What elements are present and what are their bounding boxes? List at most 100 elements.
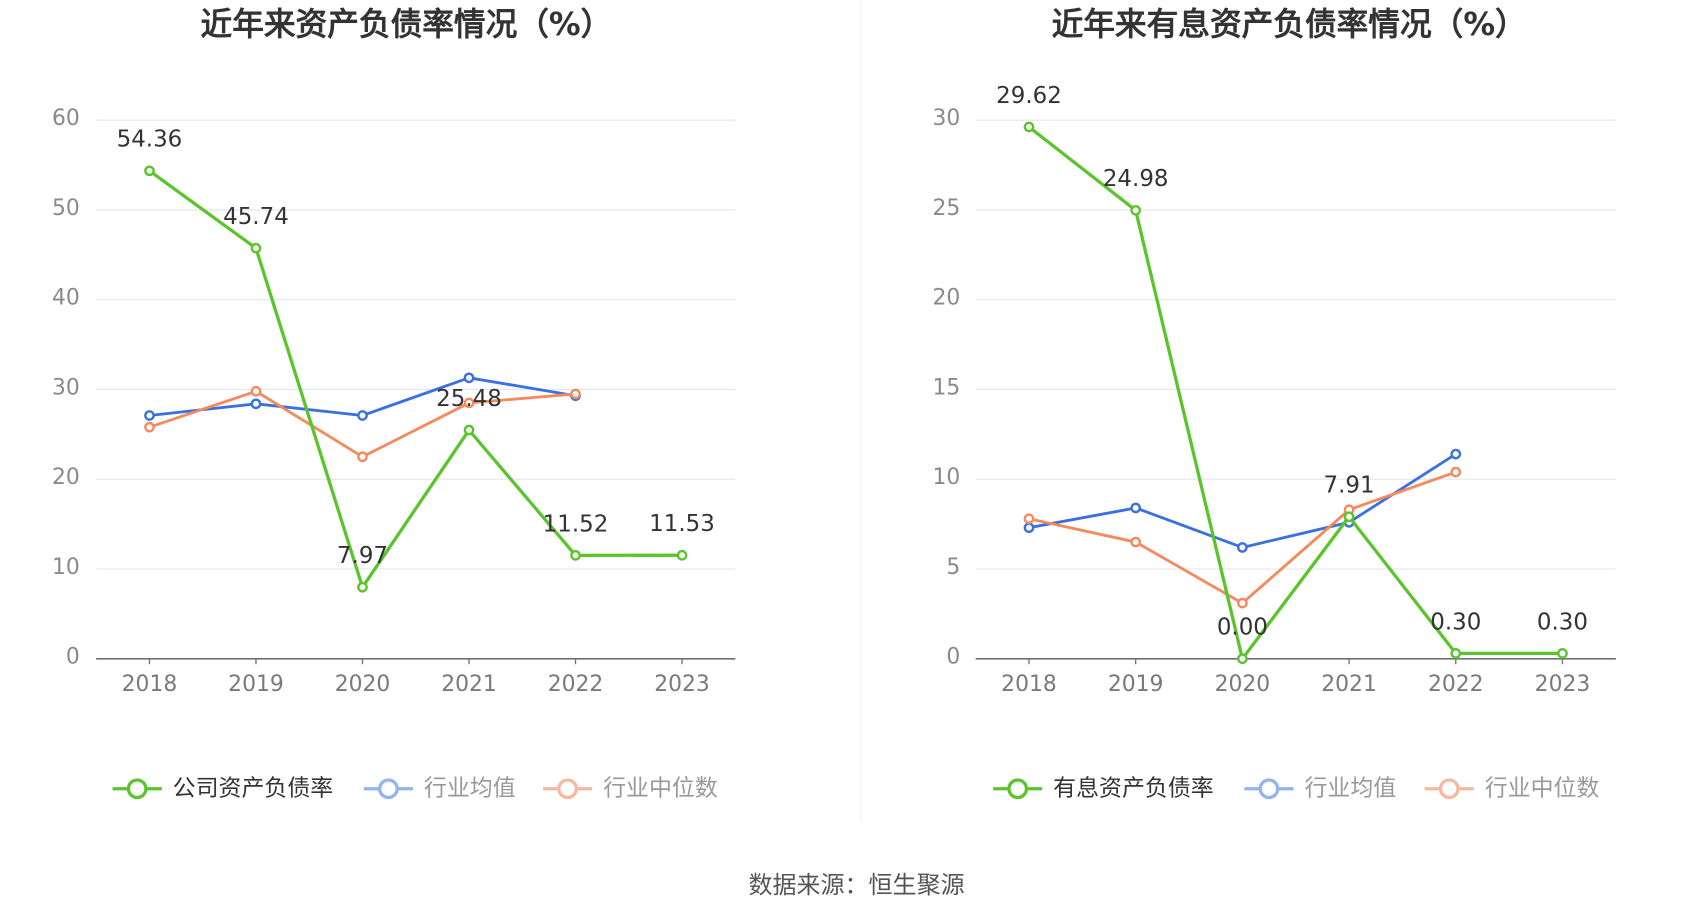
- series-1-point[interactable]: [1023, 121, 1035, 133]
- series-3-line: [1028, 470, 1457, 605]
- series-1-data-label: 24.98: [1103, 166, 1169, 192]
- x-tick-label: 2021: [1321, 672, 1377, 697]
- y-tick-label: 10: [933, 465, 961, 490]
- legend-label: 行业中位数: [603, 775, 718, 801]
- series-2-point[interactable]: [250, 398, 262, 410]
- x-tick-label: 2022: [1428, 672, 1484, 697]
- legend-label: 有息资产负债率: [1053, 775, 1214, 801]
- x-tick-label: 2023: [654, 672, 710, 697]
- series-3-point[interactable]: [250, 385, 262, 397]
- legend-label: 公司资产负债率: [173, 775, 334, 801]
- series-3-point[interactable]: [463, 397, 475, 409]
- series-2-point[interactable]: [1023, 522, 1035, 534]
- series-1-point[interactable]: [1343, 511, 1355, 523]
- series-3-point[interactable]: [357, 451, 368, 463]
- y-tick-label: 20: [933, 286, 961, 311]
- data-source-note: 数据来源：恒生聚源: [748, 871, 964, 899]
- y-tick-label: 0: [946, 645, 960, 670]
- chart-1: 近年来资产负债率情况（%） 0 10 20 30 40 50 60 2018 2019 2020 20…: [52, 7, 736, 801]
- legend-circle-icon: [1007, 778, 1029, 800]
- series-1-data-label: 11.52: [543, 511, 609, 537]
- legend-item-3[interactable]: 行业中位数: [1424, 775, 1600, 801]
- series-1-data-label: 29.62: [996, 83, 1062, 109]
- series-2: [144, 372, 581, 421]
- legend-circle-icon: [126, 778, 148, 800]
- y-tick-label: 30: [933, 106, 961, 131]
- y-tick-label: 40: [52, 286, 80, 311]
- legend-circle-icon: [378, 778, 399, 800]
- series-3: [1023, 466, 1462, 609]
- series-3-point[interactable]: [1450, 466, 1462, 478]
- y-tick-label: 60: [52, 106, 80, 131]
- series-3: [144, 385, 581, 463]
- series-1-point[interactable]: [250, 242, 262, 254]
- series-1-point[interactable]: [1237, 653, 1248, 665]
- legend-circle-icon: [557, 778, 578, 800]
- x-tick-label: 2022: [548, 672, 604, 697]
- legend-label: 行业均值: [1304, 775, 1396, 801]
- legend-label: 行业中位数: [1485, 775, 1600, 801]
- x-tick-label: 2023: [1535, 672, 1591, 697]
- series-2-point[interactable]: [463, 372, 475, 384]
- x-tick-label: 2020: [1215, 672, 1271, 697]
- legend-circle-icon: [1438, 778, 1460, 800]
- series-2-point[interactable]: [144, 410, 155, 421]
- x-tick-label: 2018: [1001, 672, 1057, 697]
- series-1-data-label: 25.48: [436, 386, 502, 412]
- series-2-point[interactable]: [1450, 448, 1462, 460]
- series-3-point[interactable]: [570, 388, 581, 400]
- y-tick-label: 5: [946, 555, 960, 580]
- series-3-point[interactable]: [1023, 513, 1035, 525]
- chart-title: 近年来有息资产负债率情况（%）: [1052, 6, 1527, 43]
- legend-item-1[interactable]: 公司资产负债率: [112, 775, 334, 801]
- series-1-data-label: 7.91: [1324, 473, 1375, 499]
- legend-label: 行业均值: [424, 775, 516, 801]
- x-tick-label: 2019: [228, 672, 284, 697]
- legend: 有息资产负债率 行业均值 行业中位数: [993, 775, 1599, 801]
- legend-item-1[interactable]: 有息资产负债率: [993, 775, 1214, 801]
- series-2-point[interactable]: [1130, 502, 1142, 514]
- series-1-data-label: 0.30: [1537, 609, 1588, 635]
- y-tick-label: 10: [52, 555, 80, 580]
- chart-2: 近年来有息资产负债率情况（%） 0 5 10 15 20 25 30 2018 2019 2020 2…: [933, 6, 1616, 801]
- series-2: [1023, 448, 1462, 553]
- series-1: [1023, 121, 1568, 665]
- series-3-line: [149, 389, 576, 459]
- legend-item-2[interactable]: 行业均值: [363, 775, 516, 801]
- series-1-point[interactable]: [1557, 648, 1568, 659]
- series-2-line: [149, 376, 576, 417]
- y-tick-label: 15: [933, 375, 961, 400]
- series-1-point[interactable]: [570, 549, 581, 561]
- series-1-data-label: 0.30: [1430, 609, 1481, 635]
- series-1-line: [1027, 125, 1563, 661]
- x-tick-label: 2020: [335, 672, 391, 697]
- series-2-point[interactable]: [1237, 542, 1248, 553]
- x-tick-label: 2021: [441, 672, 497, 697]
- series-1: [144, 165, 688, 593]
- series-1-point[interactable]: [1130, 204, 1142, 216]
- legend-circle-icon: [1258, 778, 1280, 800]
- series-3-point[interactable]: [1130, 536, 1142, 548]
- series-1-point[interactable]: [144, 165, 155, 177]
- y-tick-label: 30: [52, 375, 80, 400]
- x-tick-label: 2019: [1108, 672, 1164, 697]
- series-2-point[interactable]: [357, 410, 368, 421]
- x-tick-label: 2018: [122, 672, 178, 697]
- legend: 公司资产负债率 行业均值 行业中位数: [112, 775, 718, 801]
- series-1-point[interactable]: [463, 424, 475, 436]
- series-3-point[interactable]: [1237, 597, 1248, 609]
- y-tick-label: 50: [52, 196, 80, 221]
- legend-item-3[interactable]: 行业中位数: [543, 775, 718, 801]
- series-1-data-label: 0.00: [1217, 615, 1268, 641]
- series-1-point[interactable]: [676, 549, 688, 561]
- series-1-point[interactable]: [357, 581, 368, 593]
- series-1-line: [148, 169, 683, 589]
- y-tick-label: 25: [933, 196, 961, 221]
- series-1-point[interactable]: [1450, 648, 1462, 659]
- series-1-data-label: 11.53: [649, 511, 715, 537]
- y-tick-label: 20: [52, 465, 80, 490]
- legend-item-2[interactable]: 行业均值: [1244, 775, 1396, 801]
- series-1-data-label: 45.74: [223, 204, 289, 230]
- chart-title: 近年来资产负债率情况（%）: [201, 7, 613, 43]
- series-3-point[interactable]: [144, 421, 155, 433]
